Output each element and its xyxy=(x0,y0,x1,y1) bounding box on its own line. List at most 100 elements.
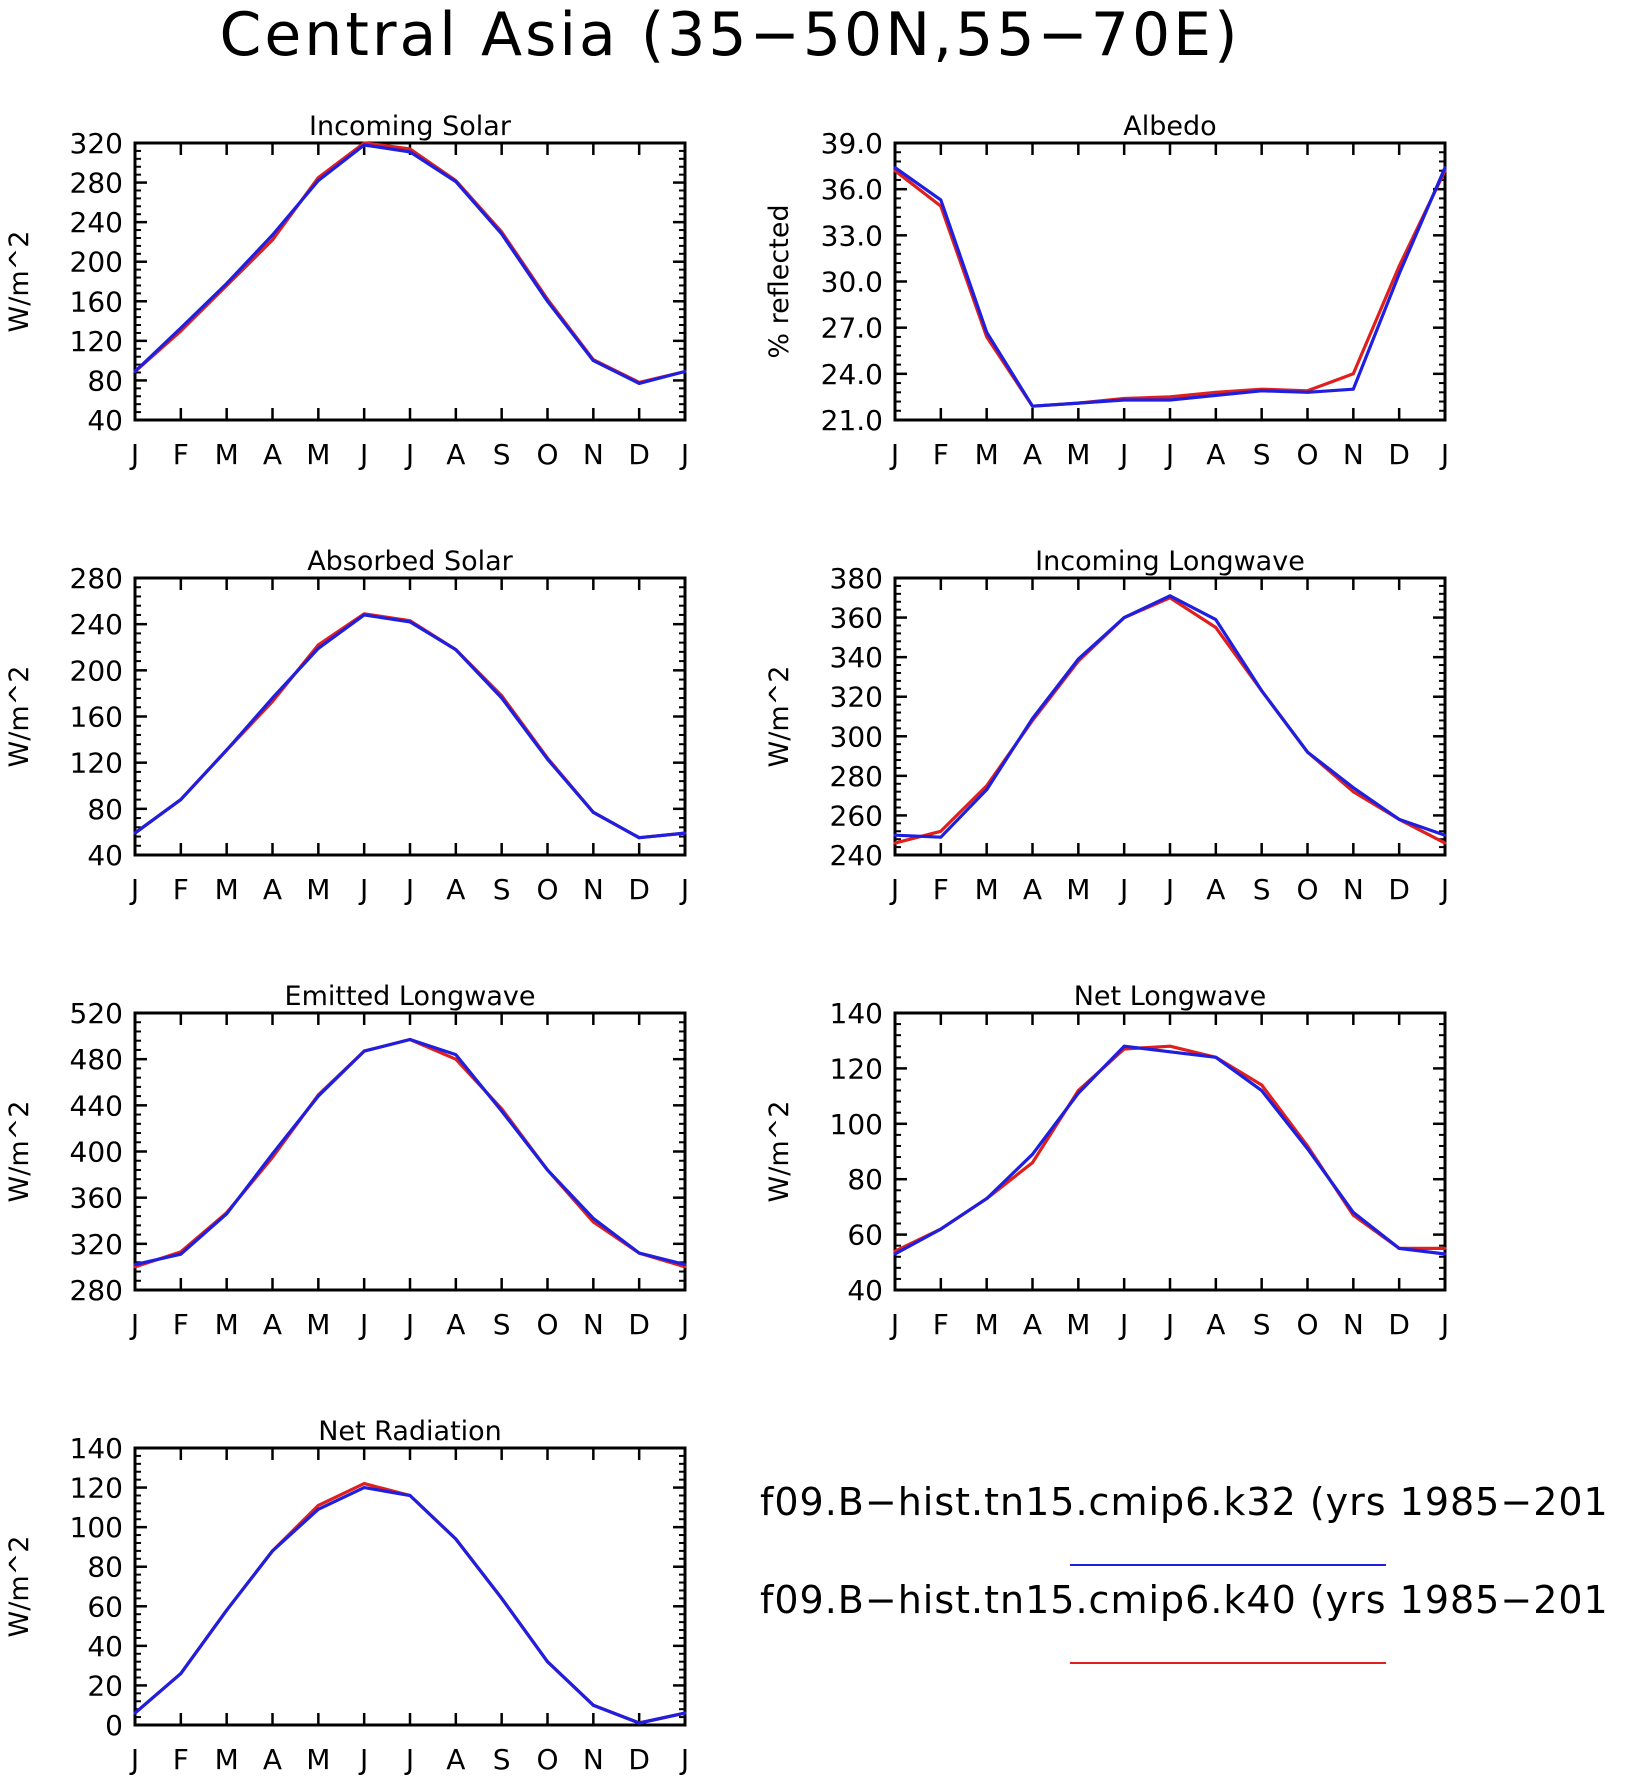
x-tick-label: A xyxy=(263,438,282,471)
panel-title: Emitted Longwave xyxy=(285,981,536,1012)
x-tick-label: A xyxy=(1206,438,1225,471)
data-point xyxy=(1214,626,1218,629)
data-point xyxy=(271,238,274,242)
x-tick-label: J xyxy=(1164,873,1174,906)
data-point xyxy=(1076,1091,1080,1095)
x-tick-label: D xyxy=(628,1308,650,1341)
data-point xyxy=(500,232,504,236)
data-point xyxy=(893,841,897,845)
x-tick-label: O xyxy=(1296,438,1318,471)
data-point xyxy=(893,1252,897,1256)
x-tick-label: N xyxy=(1343,438,1364,471)
data-point xyxy=(362,1486,366,1489)
data-point xyxy=(500,1109,504,1113)
data-point xyxy=(225,1608,229,1612)
x-tick-label: O xyxy=(1296,873,1318,906)
y-tick-label: 33.0 xyxy=(821,219,883,252)
y-tick-label: 440 xyxy=(70,1089,123,1122)
y-tick-label: 280 xyxy=(70,1274,123,1307)
data-point xyxy=(683,1263,687,1266)
x-tick-label: D xyxy=(1388,1308,1410,1341)
y-tick-label: 340 xyxy=(830,641,883,674)
x-tick-label: J xyxy=(1118,438,1128,471)
series-line-k32 xyxy=(134,1037,686,1267)
x-tick-label: J xyxy=(404,438,414,471)
data-point xyxy=(1397,264,1401,268)
y-tick-label: 280 xyxy=(70,562,123,595)
x-tick-label: A xyxy=(446,873,465,906)
data-point xyxy=(1443,1247,1447,1250)
data-point xyxy=(683,370,687,373)
x-tick-label: J xyxy=(129,873,139,906)
data-point xyxy=(316,1507,320,1511)
plot-frame xyxy=(133,141,687,422)
x-tick-label: J xyxy=(889,1308,899,1341)
x-tick-label: F xyxy=(173,1743,189,1776)
y-tick-label: 40 xyxy=(87,839,123,872)
y-tick-label: 320 xyxy=(70,127,123,160)
y-tick-label: 120 xyxy=(70,1472,123,1505)
data-point xyxy=(1351,1211,1355,1214)
data-point xyxy=(133,370,137,373)
legend-swatch-k32 xyxy=(1070,1564,1386,1566)
chart-emitted-longwave: Emitted Longwave W/m^2 280 320 360 400 440 480 5… xyxy=(4,981,689,1341)
x-tick-label: J xyxy=(358,1743,368,1776)
x-tick-label: J xyxy=(129,1308,139,1341)
y-tick-label: 380 xyxy=(830,562,883,595)
x-tick-label: J xyxy=(889,438,899,471)
y-tick-label: 240 xyxy=(830,839,883,872)
y-tick-label: 80 xyxy=(87,364,123,397)
x-tick-label: A xyxy=(1206,873,1225,906)
legend-label-k40: f09.B−hist.tn15.cmip6.k40 (yrs 1985−201 xyxy=(760,1578,1609,1622)
x-tick-label: N xyxy=(1343,1308,1364,1341)
data-point xyxy=(179,1672,183,1675)
x-tick-label: M xyxy=(215,1308,239,1341)
series-line-k40 xyxy=(894,596,1446,845)
data-point xyxy=(454,1053,458,1056)
data-point xyxy=(316,179,320,182)
data-point xyxy=(637,836,641,840)
y-axis-label: W/m^2 xyxy=(4,1101,35,1203)
x-tick-label: J xyxy=(679,1743,689,1776)
data-point xyxy=(408,150,412,154)
data-point xyxy=(591,1703,595,1707)
x-tick-label: M xyxy=(306,873,330,906)
y-tick-label: 400 xyxy=(70,1136,123,1169)
y-tick-label: 140 xyxy=(70,1432,123,1465)
x-tick-label: J xyxy=(1164,1308,1174,1341)
y-tick-label: 140 xyxy=(830,997,883,1030)
x-tick-label: N xyxy=(583,873,604,906)
series-line-k32 xyxy=(134,613,686,840)
series-line-k32 xyxy=(133,143,686,385)
data-point xyxy=(1351,786,1355,790)
x-tick-label: M xyxy=(975,873,999,906)
series-line-k40 xyxy=(894,169,1447,408)
data-point xyxy=(362,613,366,617)
data-point xyxy=(500,696,504,700)
y-tick-label: 60 xyxy=(87,1590,123,1623)
x-tick-label: A xyxy=(446,1743,465,1776)
legend: f09.B−hist.tn15.cmip6.k32 (yrs 1985−201 … xyxy=(760,1460,1640,1680)
y-tick-label: 160 xyxy=(70,285,123,318)
data-point xyxy=(985,1197,989,1200)
data-point xyxy=(1168,594,1172,598)
data-point xyxy=(1306,1147,1309,1151)
data-point xyxy=(546,1660,549,1664)
panel-title: Net Radiation xyxy=(318,1416,502,1447)
x-tick-label: A xyxy=(1023,1308,1042,1341)
data-point xyxy=(1351,790,1355,794)
x-tick-label: D xyxy=(628,438,650,471)
legend-swatch-k40 xyxy=(1070,1662,1386,1664)
panel-title: Incoming Solar xyxy=(309,111,512,142)
data-point xyxy=(939,198,943,202)
x-tick-label: F xyxy=(173,438,189,471)
data-point xyxy=(408,147,412,151)
data-point xyxy=(1306,750,1309,754)
data-point xyxy=(133,1263,137,1266)
data-point xyxy=(546,299,549,303)
data-point xyxy=(1168,395,1172,399)
data-point xyxy=(454,1057,458,1061)
x-tick-label: S xyxy=(493,873,511,906)
